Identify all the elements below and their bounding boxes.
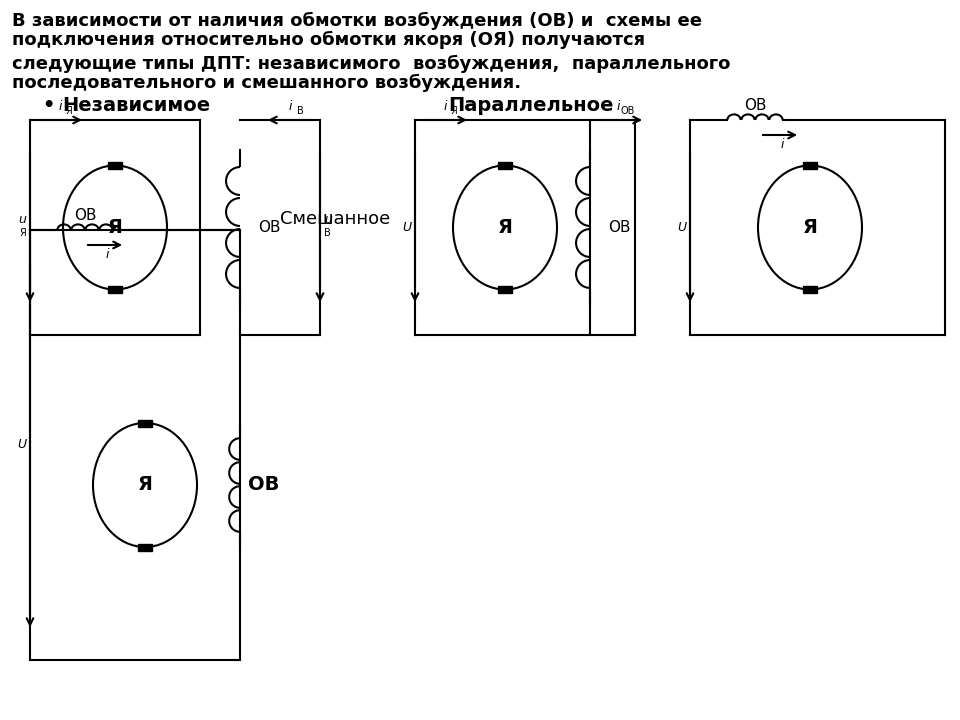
Text: следующие типы ДПТ: независимого  возбуждения,  параллельного: следующие типы ДПТ: независимого возбужд… xyxy=(12,55,731,73)
Text: U: U xyxy=(402,221,411,234)
Text: i: i xyxy=(616,100,620,113)
Text: u: u xyxy=(324,213,332,226)
Text: Я: Я xyxy=(137,475,153,495)
Bar xyxy=(138,544,152,551)
Text: ОВ: ОВ xyxy=(258,220,281,235)
Text: Я: Я xyxy=(803,218,817,237)
Text: u: u xyxy=(18,213,26,226)
Text: Я: Я xyxy=(65,106,72,116)
Text: ОВ: ОВ xyxy=(609,220,631,235)
Text: i: i xyxy=(444,100,446,113)
Text: ОВ: ОВ xyxy=(744,98,766,113)
Text: подключения относительно обмотки якоря (ОЯ) получаются: подключения относительно обмотки якоря (… xyxy=(12,31,645,49)
Text: i: i xyxy=(288,100,292,113)
Text: •: • xyxy=(42,96,54,115)
Text: i: i xyxy=(106,248,108,261)
Bar xyxy=(108,286,122,293)
Text: В: В xyxy=(324,228,331,238)
Text: Независимое: Независимое xyxy=(62,96,210,115)
Bar xyxy=(498,162,512,169)
Bar xyxy=(803,162,817,169)
Text: U: U xyxy=(17,438,26,451)
Text: В: В xyxy=(297,106,303,116)
Bar xyxy=(138,420,152,426)
Text: i: i xyxy=(780,138,783,151)
Text: ОВ: ОВ xyxy=(248,475,279,495)
Text: Я: Я xyxy=(108,218,123,237)
Text: Я: Я xyxy=(19,228,26,238)
Bar xyxy=(498,286,512,293)
Text: Я: Я xyxy=(497,218,513,237)
Text: В зависимости от наличия обмотки возбуждения (ОВ) и  схемы ее: В зависимости от наличия обмотки возбужд… xyxy=(12,12,702,30)
Text: U: U xyxy=(677,221,686,234)
Text: Я: Я xyxy=(450,106,457,116)
Text: Параллельное: Параллельное xyxy=(448,96,613,115)
Text: i: i xyxy=(59,100,61,113)
Text: ОВ: ОВ xyxy=(621,106,636,116)
Bar xyxy=(803,286,817,293)
Text: ОВ: ОВ xyxy=(74,208,96,223)
Text: последовательного и смешанного возбуждения.: последовательного и смешанного возбужден… xyxy=(12,74,521,92)
Bar xyxy=(108,162,122,169)
Text: Смешанное: Смешанное xyxy=(280,210,391,228)
